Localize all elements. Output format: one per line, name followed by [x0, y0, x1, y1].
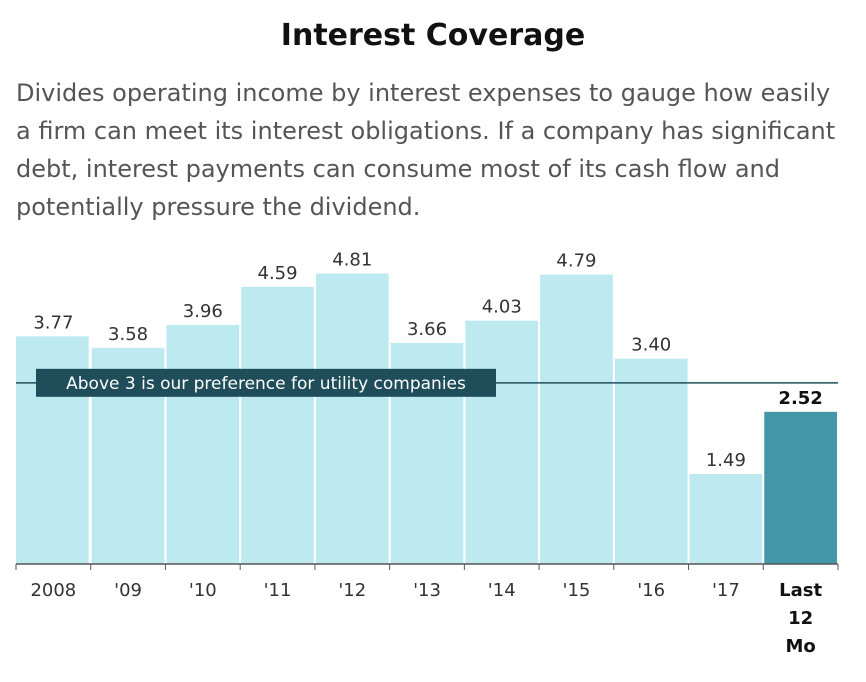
- bar-value-label: 3.40: [631, 335, 671, 356]
- chart-subtitle: Divides operating income by interest exp…: [16, 79, 836, 221]
- x-tick-label: '09: [114, 580, 142, 601]
- x-tick-label: '10: [189, 580, 217, 601]
- x-tick-label: '17: [712, 580, 740, 601]
- bar-value-label: 3.66: [407, 319, 447, 340]
- x-tick-label: '11: [264, 580, 292, 601]
- bar-value-label: 4.81: [332, 250, 372, 271]
- bar-value-label: 4.79: [556, 251, 596, 272]
- bar-value-label: 3.96: [183, 301, 223, 322]
- bar: [166, 324, 240, 564]
- bar: [540, 274, 613, 564]
- x-tick-label: 2008: [30, 580, 76, 601]
- x-tick-label: '12: [338, 580, 366, 601]
- x-tick-label: 12: [788, 608, 813, 629]
- bar: [689, 474, 763, 564]
- x-tick-label: Mo: [785, 636, 815, 657]
- chart-title: Interest Coverage: [280, 18, 586, 53]
- x-tick-label: '15: [563, 580, 591, 601]
- reference-label-box: [36, 368, 496, 397]
- x-tick-label: '14: [488, 580, 516, 601]
- reference-label: Above 3 is our preference for utility co…: [66, 374, 466, 394]
- bar: [764, 411, 837, 564]
- bar: [241, 286, 314, 564]
- bar: [315, 273, 389, 564]
- bar-value-label: 3.58: [108, 324, 148, 345]
- x-tick-label: Last: [779, 580, 822, 601]
- bar-value-label: 2.52: [778, 388, 822, 409]
- bar-value-label: 4.03: [482, 297, 522, 318]
- bar-value-label: 4.59: [258, 263, 298, 284]
- x-tick-label: '16: [637, 580, 665, 601]
- bar-value-label: 1.49: [706, 450, 746, 471]
- bar-value-label: 3.77: [33, 312, 73, 333]
- x-tick-label: '13: [413, 580, 441, 601]
- bar: [465, 320, 539, 564]
- bar: [614, 358, 688, 564]
